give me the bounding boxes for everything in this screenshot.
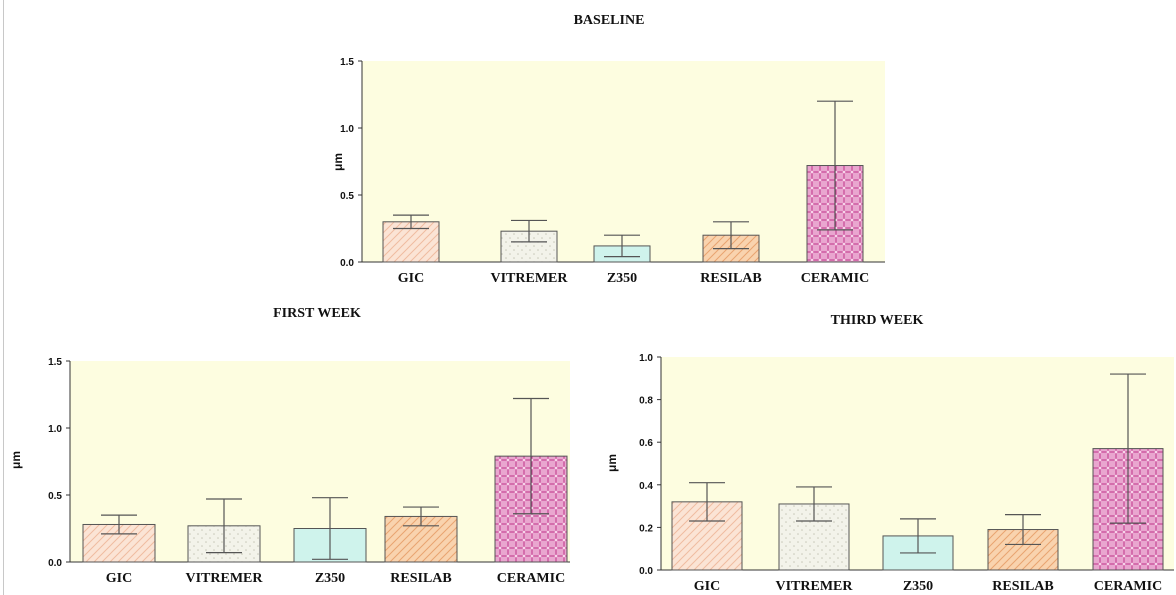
x-category-label: RESILAB [992,579,1053,594]
chart-title: BASELINE [574,13,645,28]
y-tick-label: 1.5 [48,357,62,368]
x-category-label: GIC [398,271,424,286]
y-tick-label: 0.4 [639,481,653,492]
chart-title: FIRST WEEK [273,306,361,321]
y-axis-label: μm [331,153,345,171]
x-category-label: CERAMIC [801,271,869,286]
left-edge-divider [3,0,4,595]
x-category-label: VITREMER [775,579,853,594]
chart-panel-2: THIRD WEEK μm 0.0 0.2 0.4 0.6 0.8 1.0 GIC VITREME… [605,313,1174,594]
chart-title: THIRD WEEK [831,313,924,328]
plot-area [362,61,885,262]
y-tick-label: 0.2 [639,523,653,534]
y-tick-label: 1.5 [340,57,354,68]
y-axis-label: μm [9,451,23,469]
y-tick-label: 0.6 [639,438,653,449]
y-tick-label: 0.0 [48,558,62,569]
x-category-label: RESILAB [390,571,451,586]
x-category-label: Z350 [607,271,637,286]
x-category-label: VITREMER [490,271,568,286]
y-tick-label: 0.8 [639,396,653,407]
x-category-label: GIC [106,571,132,586]
bar-gic [382,221,440,263]
y-tick-label: 1.0 [639,353,653,364]
x-category-label: Z350 [903,579,933,594]
x-category-label: CERAMIC [1094,579,1162,594]
y-tick-label: 1.0 [48,424,62,435]
y-tick-label: 1.0 [340,124,354,135]
x-category-label: VITREMER [185,571,263,586]
x-category-label: Z350 [315,571,345,586]
y-axis-label: μm [605,454,619,472]
chart-panel-1: FIRST WEEK μm 0.0 0.5 1.0 1.5 GIC VITREMER Z350 R… [9,306,570,586]
y-tick-label: 0.5 [340,191,354,202]
y-tick-label: 0.5 [48,491,62,502]
y-tick-label: 0.0 [639,566,653,577]
chart-panel-0: BASELINE μm 0.0 0.5 1.0 1.5 GIC VITREMER Z350 RES… [331,13,885,286]
y-tick-label: 0.0 [340,258,354,269]
x-category-label: CERAMIC [497,571,565,586]
x-category-label: GIC [694,579,720,594]
x-category-label: RESILAB [700,271,761,286]
